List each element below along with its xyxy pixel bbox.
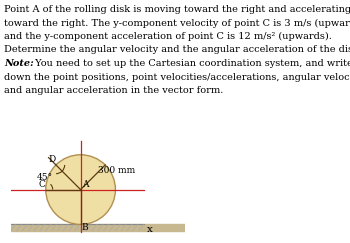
Text: 300 mm: 300 mm — [98, 166, 135, 175]
Text: x: x — [147, 225, 153, 234]
Circle shape — [46, 155, 116, 225]
Text: toward the right. The y-component velocity of point C is 3 m/s (upwards): toward the right. The y-component veloci… — [4, 18, 350, 28]
Text: B: B — [82, 223, 88, 232]
Text: and the y-component acceleration of point C is 12 m/s² (upwards).: and the y-component acceleration of poin… — [4, 32, 332, 41]
Text: Note:: Note: — [4, 59, 34, 68]
Text: Point A of the rolling disk is moving toward the right and accelerating: Point A of the rolling disk is moving to… — [4, 5, 350, 14]
Text: and angular acceleration in the vector form.: and angular acceleration in the vector f… — [4, 86, 223, 95]
Bar — [11, 225, 185, 231]
Text: A: A — [82, 180, 89, 189]
Text: C: C — [38, 180, 45, 189]
Text: Determine the angular velocity and the angular acceleration of the disk.: Determine the angular velocity and the a… — [4, 45, 350, 54]
Text: D: D — [48, 155, 55, 164]
Text: 45°: 45° — [37, 173, 53, 182]
Text: You need to set up the Cartesian coordination system, and write: You need to set up the Cartesian coordin… — [32, 59, 350, 68]
Text: down the point positions, point velocities/accelerations, angular velocity,: down the point positions, point velociti… — [4, 72, 350, 81]
